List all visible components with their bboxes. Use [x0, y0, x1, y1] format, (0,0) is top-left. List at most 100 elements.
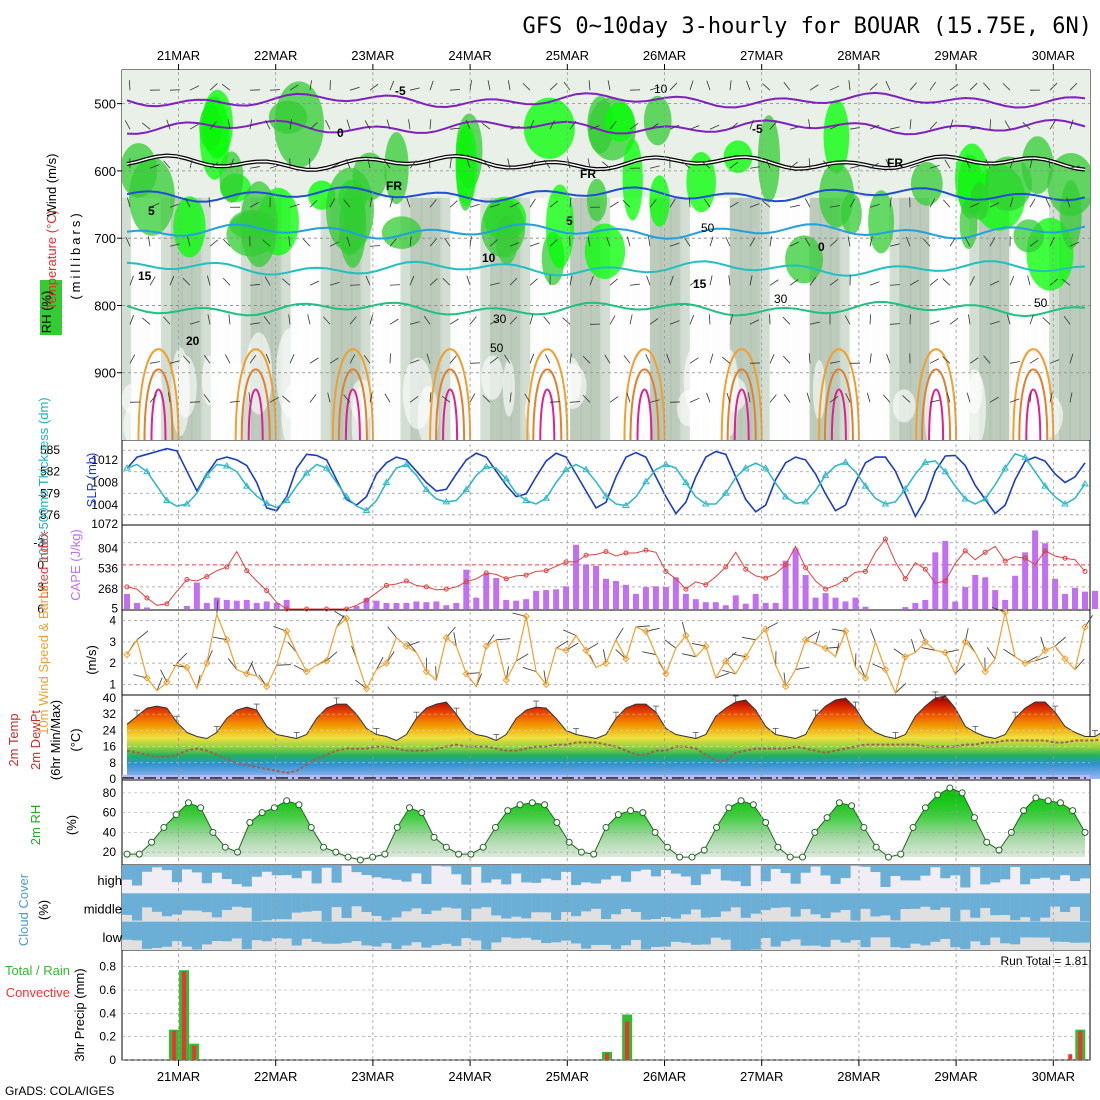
upper-wind-barb: [606, 236, 611, 247]
upper-wind-barb: [649, 165, 660, 169]
cape-bar: [802, 574, 809, 609]
upper-wind-barb: [349, 316, 357, 325]
rh2m-point: [504, 807, 512, 815]
surface-contour: [636, 388, 653, 440]
cape-bar: [124, 593, 130, 609]
cloud-cell: [122, 921, 133, 940]
cape-bar: [373, 600, 380, 609]
cloud-cell: [940, 865, 951, 879]
wind-speed-point: [422, 667, 431, 676]
cloud-cell: [1000, 921, 1011, 944]
upper-wind-barb: [469, 316, 477, 325]
cape-bar: [463, 569, 470, 609]
upper-wind-barb: [808, 353, 811, 364]
upper-wind-barb: [809, 277, 817, 286]
upper-wind-barb: [949, 237, 956, 247]
cloud-cell: [670, 921, 681, 942]
upper-wind-barb: [182, 277, 191, 286]
upper-wind-barb: [369, 197, 373, 208]
cape-bar: [752, 593, 759, 609]
upper-wind-barb: [249, 119, 253, 130]
upper-wind-barb: [946, 392, 951, 403]
surface-contour: [830, 388, 847, 440]
cloud-cell: [900, 893, 911, 910]
wind-barb: [435, 666, 437, 681]
upper-wind-barb: [1004, 120, 1011, 130]
top-date-axis: 21MAR 22MAR 23MAR 24MAR 25MAR 26MAR 27MAR 28MAR…: [157, 48, 1075, 70]
upper-wind-barb: [929, 164, 940, 169]
cloud-label: Cloud Cover: [16, 873, 31, 946]
cloud-cell: [381, 893, 392, 921]
cloud-cell: [571, 893, 582, 917]
upper-wind-barb: [689, 279, 699, 286]
upper-wind-barb: [769, 279, 779, 286]
isotherm-line: [126, 260, 1086, 277]
surface-contour: [240, 368, 271, 440]
cape-tick-label: 5: [111, 602, 118, 616]
rh-column: [370, 197, 383, 440]
upper-wind-barb: [389, 80, 395, 91]
upper-wind-barb: [869, 204, 880, 208]
upper-wind-barb: [209, 162, 219, 169]
cloud-cell: [521, 893, 532, 919]
upper-wind-barb: [209, 121, 217, 130]
wind-speed-point: [562, 646, 570, 655]
temp2m-unit: (°C): [68, 728, 83, 751]
wind-barb: [869, 628, 876, 643]
wind-label: Wind (m/s): [44, 154, 59, 217]
pressure-tick-label: 600: [94, 164, 116, 179]
cloud-cell: [660, 893, 671, 918]
rh-column: [899, 197, 912, 440]
cloud-cell: [1040, 893, 1051, 918]
upper-wind-barb: [507, 80, 511, 91]
wind-barb: [986, 647, 996, 660]
upper-wind-barb: [549, 120, 555, 130]
upper-wind-barb: [849, 127, 860, 130]
upper-wind-barb: [845, 393, 851, 403]
cloud-cell: [620, 921, 632, 946]
upper-wind-barb: [769, 236, 772, 247]
lifted-index-point: [503, 576, 509, 582]
upper-wind-barb: [909, 164, 920, 169]
upper-wind-barb: [149, 361, 160, 364]
upper-wind-barb: [567, 158, 571, 169]
isotherm-label: FR: [580, 167, 596, 181]
upper-wind-barb: [449, 89, 461, 91]
cloud-cell: [271, 865, 282, 876]
cloud-cell: [720, 893, 731, 912]
thickness-point: [741, 464, 750, 471]
wind-speed-point: [941, 648, 949, 657]
rh-patch: [524, 392, 553, 428]
upper-wind-barb: [142, 317, 151, 325]
upper-wind-barb: [389, 353, 391, 364]
cloud-cell: [501, 921, 512, 938]
upper-wind-barb: [749, 203, 760, 208]
wind-speed-point: [1001, 608, 1009, 616]
upper-wind-barb: [729, 80, 732, 91]
thickness-point: [242, 482, 251, 489]
cloud-cell: [1040, 921, 1051, 938]
rh2m-point: [455, 850, 463, 858]
thickness-line: [126, 452, 1086, 512]
lifted-index-point: [643, 547, 649, 553]
thickness-point: [502, 474, 511, 482]
cloud-cell: [451, 865, 462, 875]
thickness-point: [262, 499, 271, 506]
cape-bar: [393, 602, 400, 609]
cloud-cell: [660, 921, 671, 947]
cloud-cell: [680, 865, 691, 877]
cloud-cell: [680, 921, 691, 943]
upper-wind-barb: [989, 321, 1000, 325]
upper-wind-barb: [629, 283, 640, 286]
rh-column: [520, 197, 533, 440]
wind-speed-point: [402, 642, 411, 650]
rh2m-point: [516, 801, 524, 809]
cloud-cell: [481, 921, 492, 950]
surface-contour: [435, 368, 466, 440]
cape-bar: [583, 564, 590, 609]
cape-bar: [622, 584, 629, 609]
upper-wind-barb: [487, 80, 491, 91]
upper-wind-barb: [1049, 237, 1055, 247]
upper-wind-barb: [543, 316, 551, 325]
